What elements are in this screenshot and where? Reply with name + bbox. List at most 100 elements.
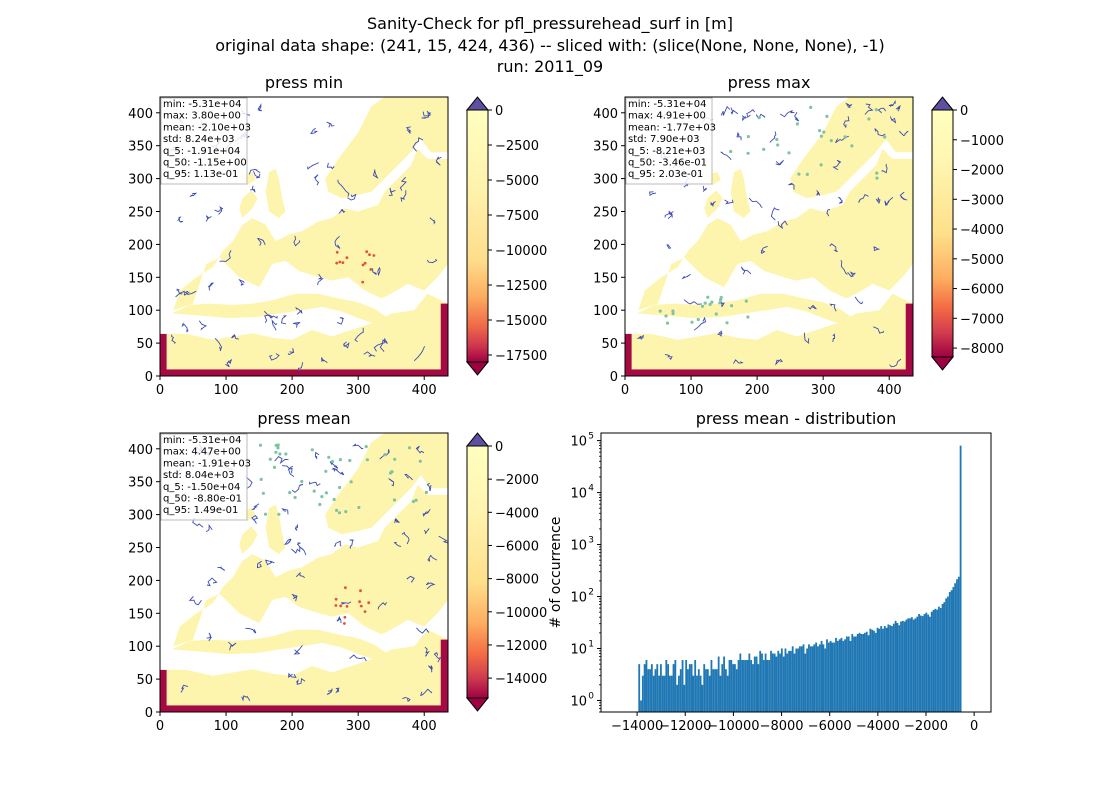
x-tick-label: 400 [877,383,902,398]
wet-area-dot [729,149,733,154]
wet-area-dot [393,457,397,461]
wet-area-dot [867,117,871,121]
histogram-bar [717,656,720,712]
histogram-bar [726,675,729,712]
land-region [161,629,448,712]
river-line [788,182,795,190]
histogram-bar [867,635,870,712]
wet-area-dot [327,455,331,459]
river-line [251,503,260,510]
river-line [377,267,381,277]
histogram-bar [925,612,928,712]
river-line [889,116,897,124]
river-line [326,121,335,128]
wet-area-dot [364,445,368,449]
river-line [293,645,303,655]
river-line [310,127,318,135]
river-line [372,268,378,275]
river-line [245,627,257,634]
river-line [426,258,438,264]
wet-area-dot [263,512,268,516]
river-line [881,163,888,174]
land-region [239,190,258,219]
wet-area-dot [349,480,353,484]
histogram-bar [854,636,857,712]
histogram-bar [645,660,648,712]
histogram-bar [690,664,693,712]
wet-area-dot [843,135,847,139]
histogram-bar [959,445,962,712]
wet-area-dot [337,511,342,515]
river-line [349,654,367,662]
wet-area-dot [703,301,707,305]
river-line [314,451,320,460]
histogram-bar [809,646,812,712]
histogram-bar [647,669,650,712]
histogram-bar [847,636,850,712]
histogram-bar [835,637,837,712]
dry-area-dot [343,615,347,619]
river-line [717,330,723,337]
x-tick-label: 0 [156,719,164,734]
y-tick-label: 300 [593,173,618,188]
histogram-bar [871,629,874,712]
histogram-bar [880,626,883,712]
histogram-bar [688,664,691,712]
wet-area-dot [718,301,722,305]
wet-area-dot [418,459,422,463]
histogram-bar [723,656,725,712]
x-tick-label: −8000 [760,719,804,734]
histogram-bar [910,617,913,712]
river-line [664,211,674,218]
river-line [295,571,305,579]
histogram-bar [918,614,920,712]
river-line [748,197,763,208]
wet-area-dot [390,470,394,474]
river-line [321,357,328,363]
x-tick-label: 200 [745,383,770,398]
river-line [693,316,707,331]
histogram-bar [941,603,944,712]
stats-line: min: -5.31e+04 [163,435,242,446]
histogram-bar [838,639,841,712]
histogram-bar [770,650,772,712]
histogram-bar [697,669,700,712]
histogram-bar [649,669,651,712]
river-line [341,601,352,605]
histogram-bar [874,632,877,712]
river-line [287,348,295,356]
histogram-bar [912,619,915,712]
histogram-bar [768,660,771,712]
river-line [297,362,304,372]
wet-area-dot [775,137,779,142]
histogram-bar [766,660,769,712]
histogram-bar [905,619,908,712]
histogram-bar [878,628,881,712]
histogram-bar [663,675,666,712]
river-line [847,271,856,278]
histogram-bar [921,616,924,712]
histogram-bar [712,669,715,712]
river-line [412,137,424,152]
x-tick-label: 300 [346,383,371,398]
river-line [274,456,289,465]
stats-line: mean: -2.10e+03 [163,122,251,133]
colorbar-tick-label: −5000 [960,253,1004,268]
wet-area-dot [818,129,822,133]
river-line [280,314,287,325]
wet-area-dot [274,450,278,454]
wet-area-dot [318,502,322,507]
colorbar-tick-label: −3000 [960,193,1004,208]
colorbar-tick-label: −17500 [495,349,547,364]
wet-area-dot [819,163,823,167]
colorbar-extend-min [465,361,490,376]
x-tick-label: −10000 [707,719,759,734]
land-region [325,97,448,199]
histogram-bar [748,653,751,712]
low-value-band [440,303,448,376]
y-tick-label: 100 [128,304,153,319]
land-region [265,168,286,219]
histogram-bar [750,660,753,712]
y-tick-label: 200 [593,238,618,253]
y-tick-label: 100 [128,640,153,655]
